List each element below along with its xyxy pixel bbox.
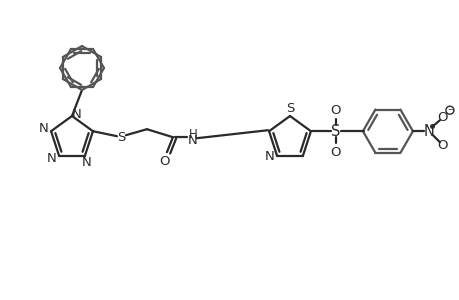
Text: S: S — [330, 124, 340, 139]
Text: N: N — [265, 150, 274, 163]
Text: N: N — [82, 156, 92, 169]
Text: O: O — [330, 104, 341, 117]
Text: O: O — [437, 111, 447, 124]
Text: O: O — [159, 155, 170, 168]
Text: S: S — [117, 131, 125, 144]
Text: O: O — [330, 146, 341, 159]
Text: N: N — [188, 134, 197, 147]
Text: N: N — [72, 107, 82, 121]
Text: N: N — [39, 122, 49, 135]
Text: N: N — [47, 152, 57, 165]
Text: N: N — [423, 124, 433, 139]
Text: −: − — [446, 107, 452, 113]
Text: H: H — [188, 128, 197, 141]
Text: S: S — [285, 101, 294, 115]
Text: O: O — [437, 139, 447, 152]
